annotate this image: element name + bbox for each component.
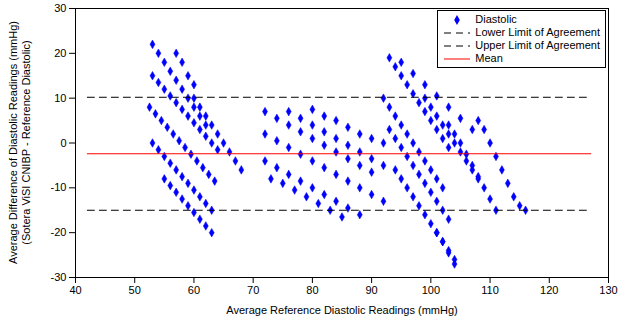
svg-text:130: 130 xyxy=(599,284,617,296)
svg-text:0: 0 xyxy=(60,137,66,149)
svg-text:-20: -20 xyxy=(51,226,67,238)
svg-text:120: 120 xyxy=(540,284,558,296)
svg-text:-30: -30 xyxy=(51,271,67,283)
svg-text:(Sotera ViSI CNIBP - Reference: (Sotera ViSI CNIBP - Reference Diastolic… xyxy=(20,40,32,244)
svg-text:110: 110 xyxy=(481,284,499,296)
svg-text:Average Reference Diastolic Re: Average Reference Diastolic Readings (mm… xyxy=(226,304,458,316)
svg-text:70: 70 xyxy=(247,284,259,296)
svg-text:10: 10 xyxy=(54,92,66,104)
svg-text:-10: -10 xyxy=(51,181,67,193)
svg-text:80: 80 xyxy=(306,284,318,296)
svg-text:100: 100 xyxy=(422,284,440,296)
svg-text:90: 90 xyxy=(365,284,377,296)
svg-text:Average Difference of Diastoli: Average Difference of Diastolic Readings… xyxy=(7,21,19,264)
html-text:Upper Limit of Agreement: Upper Limit of Agreement xyxy=(475,39,600,51)
svg-text:30: 30 xyxy=(54,2,66,14)
html-text:Lower Limit of Agreement: Lower Limit of Agreement xyxy=(475,26,600,38)
svg-text:20: 20 xyxy=(54,47,66,59)
html-text:Mean: Mean xyxy=(475,52,503,64)
svg-text:50: 50 xyxy=(129,284,141,296)
svg-text:60: 60 xyxy=(188,284,200,296)
svg-text:40: 40 xyxy=(69,284,81,296)
html-text:Diastolic: Diastolic xyxy=(475,13,517,25)
